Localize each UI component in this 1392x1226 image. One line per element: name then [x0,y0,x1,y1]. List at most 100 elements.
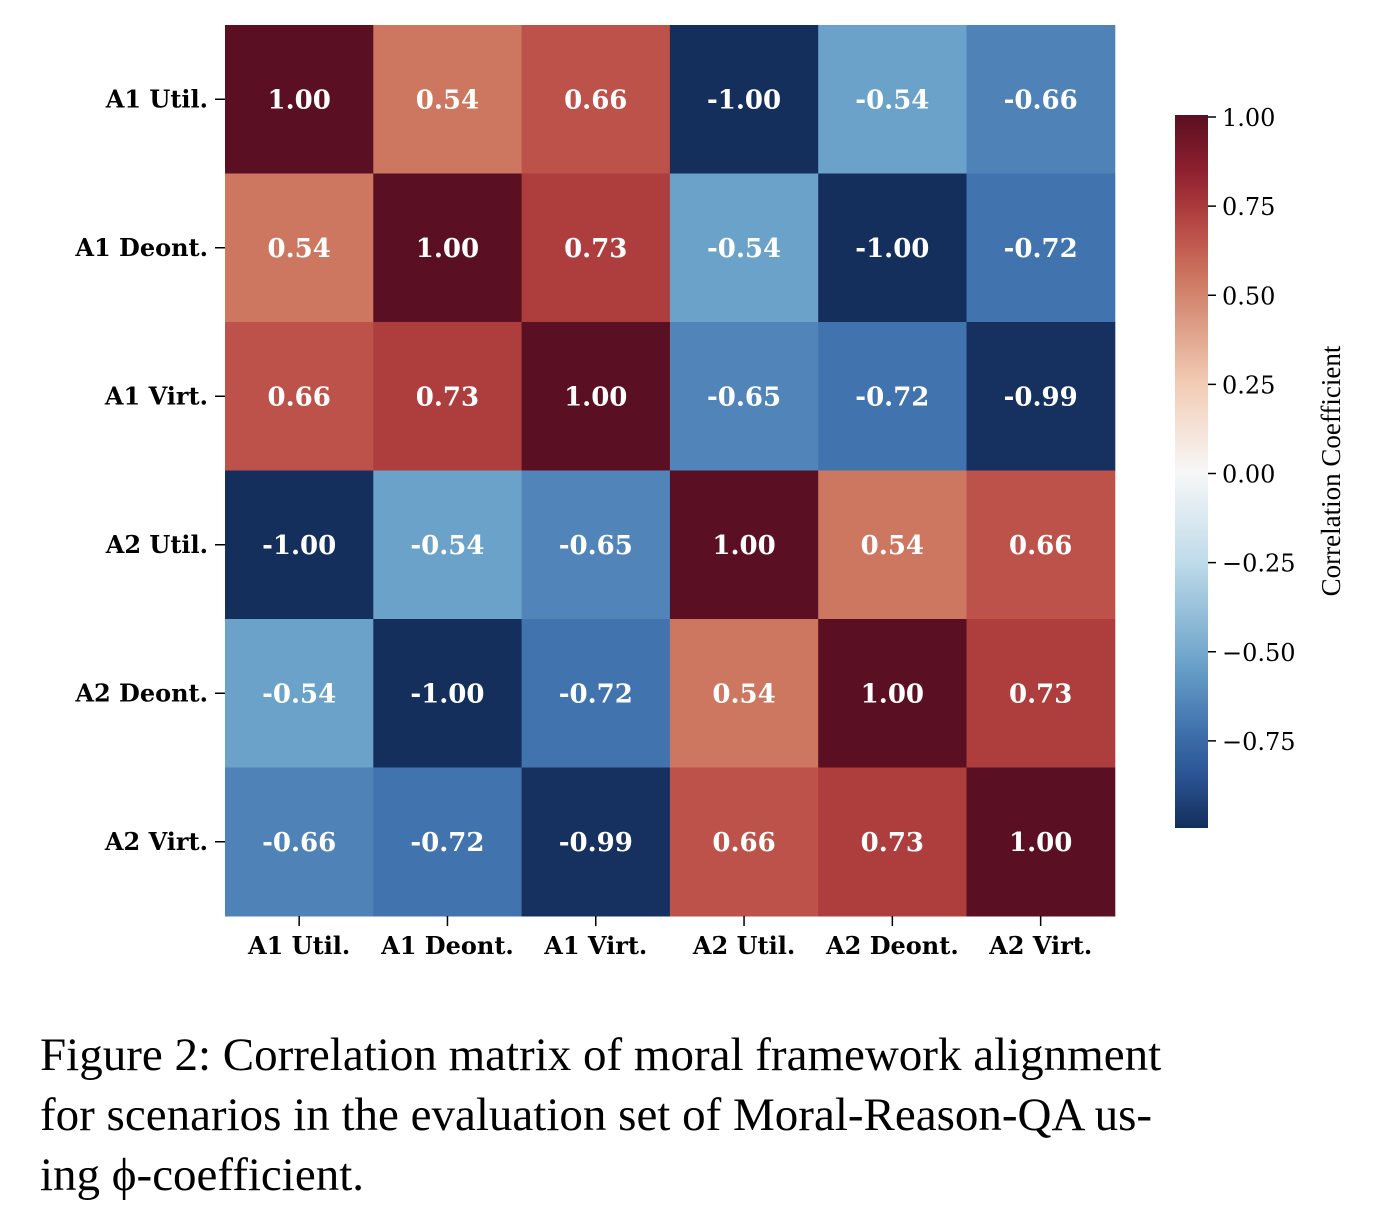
colorbar-tick-label: 0.50 [1222,282,1275,310]
cell-value-label: -0.72 [410,828,484,858]
cell-value-label: -0.72 [1004,234,1078,264]
heatmap-cell [966,173,1116,323]
heatmap-cells: 1.00 0.54 0.66 -1.00 -0.54 -0.66 0.54 1.00 0.73 -… [225,25,1116,917]
correlation-heatmap: 1.00 0.54 0.66 -1.00 -0.54 -0.66 0.54 1.00 0.73 -… [74,25,1346,960]
cell-value-label: 0.73 [416,382,479,412]
cell-value-label: -0.99 [1004,382,1078,412]
cell-value-label: 0.54 [712,679,775,709]
cell-value-label: -1.00 [262,531,336,561]
cell-value-label: 0.54 [416,85,479,115]
heatmap-cell [521,767,671,917]
colorbar-gradient [1175,115,1208,828]
colorbar-tick-label: −0.50 [1222,639,1296,667]
y-tick-label: A1 Deont. [74,233,208,262]
cell-value-label: 0.54 [267,234,330,264]
column-labels: A1 Util. A1 Deont. A1 Virt. A2 Util. A2 Deon… [247,916,1092,960]
y-tick-label: A1 Util. [105,84,208,113]
heatmap-cell [669,767,819,917]
colorbar-tick-label: 0.25 [1222,371,1275,399]
caption-line: Figure 2: Correlation matrix of moral fr… [40,1029,1162,1081]
figure-caption: Figure 2: Correlation matrix of moral fr… [40,1025,1380,1205]
cell-value-label: -0.99 [559,828,633,858]
cell-value-label: 0.73 [861,828,924,858]
heatmap-cell [225,173,374,323]
cell-value-label: -1.00 [855,234,929,264]
heatmap-cell [818,619,967,768]
y-tick-label: A2 Deont. [74,678,208,707]
cell-value-label: 0.66 [267,382,330,412]
cell-value-label: -1.00 [410,679,484,709]
cell-value-label: 1.00 [1009,828,1072,858]
colorbar-tick-label: −0.75 [1222,728,1296,756]
cell-value-label: 0.73 [1009,679,1072,709]
y-tick-label: A1 Virt. [104,381,208,410]
x-tick-label: A2 Deont. [825,931,959,960]
heatmap-cell [225,322,374,471]
caption-line: ing ϕ-coefficient. [40,1149,365,1201]
colorbar-label: Correlation Coefficient [1316,345,1346,596]
cell-value-label: -0.72 [559,679,633,709]
cell-value-label: 0.54 [861,531,924,561]
heatmap-cell [818,767,967,917]
heatmap-cell [521,470,671,620]
cell-value-label: -0.54 [262,679,336,709]
heatmap-cell [669,470,819,620]
cell-value-label: -1.00 [707,85,781,115]
heatmap-cell [373,173,523,323]
heatmap-cell [225,470,374,620]
x-tick-label: A1 Util. [247,931,350,960]
y-tick-label: A2 Virt. [104,827,208,856]
cell-value-label: -0.65 [559,531,633,561]
heatmap-cell [225,25,374,174]
colorbar: 1.00 0.75 0.50 0.25 0.00 −0.25 −0.50 −0.75 [1175,104,1296,828]
cell-value-label: 1.00 [564,382,627,412]
x-tick-label: A2 Virt. [988,931,1092,960]
y-tick-label: A2 Util. [105,530,208,559]
colorbar-tick-label: 0.00 [1222,461,1275,489]
cell-value-label: 1.00 [267,85,330,115]
heatmap-cell [818,25,967,174]
heatmap-cell [521,173,671,323]
heatmap-cell [521,25,671,174]
heatmap-cell [966,767,1116,917]
cell-value-label: 0.66 [712,828,775,858]
heatmap-cell [225,619,374,768]
cell-value-label: -0.66 [262,828,336,858]
heatmap-cell [818,173,967,323]
colorbar-tick-label: −0.25 [1222,550,1296,578]
cell-value-label: -0.72 [855,382,929,412]
cell-value-label: 1.00 [861,679,924,709]
heatmap-cell [669,619,819,768]
heatmap-cell [669,25,819,174]
heatmap-cell [521,322,671,471]
cell-value-label: -0.54 [855,85,929,115]
cell-value-label: -0.65 [707,382,781,412]
caption-line: for scenarios in the evaluation set of M… [40,1089,1153,1141]
x-tick-label: A2 Util. [692,931,795,960]
x-tick-label: A1 Deont. [380,931,514,960]
heatmap-cell [669,173,819,323]
cell-value-label: 0.66 [564,85,627,115]
cell-value-label: 0.73 [564,234,627,264]
heatmap-cell [521,619,671,768]
heatmap-cell [373,619,523,768]
x-tick-label: A1 Virt. [543,931,647,960]
heatmap-cell [966,470,1116,620]
heatmap-cell [373,767,523,917]
heatmap-cell [818,470,967,620]
heatmap-cell [966,619,1116,768]
colorbar-tick-label: 0.75 [1222,193,1275,221]
cell-value-label: 0.66 [1009,531,1072,561]
cell-value-label: -0.54 [707,234,781,264]
cell-value-label: -0.54 [410,531,484,561]
heatmap-cell [373,322,523,471]
row-labels: A1 Util. A1 Deont. A1 Virt. A2 Util. A2 Deon… [74,84,225,856]
heatmap-cell [966,322,1116,471]
heatmap-cell [373,470,523,620]
cell-value-label: 1.00 [712,531,775,561]
heatmap-cell [966,25,1116,174]
heatmap-cell [818,322,967,471]
cell-value-label: 1.00 [416,234,479,264]
cell-value-label: -0.66 [1004,85,1078,115]
heatmap-cell [669,322,819,471]
